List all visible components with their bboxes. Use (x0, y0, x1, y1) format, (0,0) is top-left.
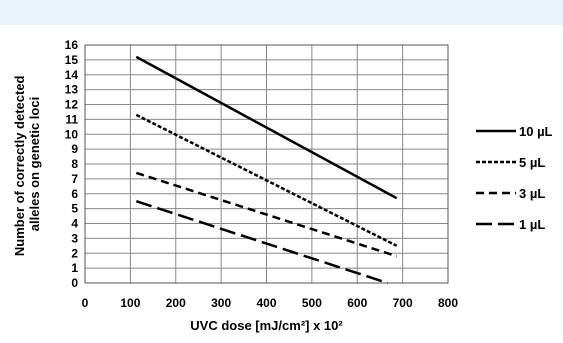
x-tick-label: 300 (211, 296, 231, 310)
x-tick-label: 0 (82, 296, 89, 310)
x-tick-label: 800 (438, 296, 458, 310)
x-tick-label: 700 (393, 296, 413, 310)
y-axis-title-line-2: alleles on genetic loci (27, 97, 42, 231)
grid (84, 44, 449, 284)
x-tick-label: 100 (120, 296, 140, 310)
y-tick-label: 11 (65, 112, 78, 126)
series-line-4 (135, 200, 389, 285)
y-tick-label: 14 (65, 68, 79, 82)
x-axis-title: UVC dose [mJ/cm²] x 10² (190, 318, 343, 333)
y-tick-label: 1 (71, 261, 78, 275)
y-tick-label: 16 (65, 38, 79, 52)
legend: 10 µL 5 µL 3 µL 1 µL (476, 124, 553, 232)
legend-label-4: 1 µL (519, 217, 545, 232)
y-tick-label: 5 (71, 202, 78, 216)
y-tick-label: 9 (71, 142, 78, 156)
series-line-3 (135, 171, 398, 258)
y-tick-label: 6 (71, 187, 78, 201)
x-tick-label: 600 (347, 296, 367, 310)
series-line-1 (135, 55, 398, 200)
header-band (0, 0, 563, 25)
y-tick-label: 2 (71, 246, 78, 260)
series-line-2 (135, 113, 398, 247)
y-tick-label: 8 (71, 157, 78, 171)
y-tick-label: 10 (65, 127, 79, 141)
y-tick-label: 0 (71, 276, 78, 290)
y-tick-label: 7 (71, 172, 78, 186)
series (135, 55, 398, 285)
legend-label-1: 10 µL (519, 124, 553, 139)
x-tick-label: 500 (302, 296, 322, 310)
y-tick-label: 13 (65, 83, 79, 97)
legend-label-2: 5 µL (519, 155, 545, 170)
plot-frame (84, 44, 449, 284)
y-tick-label: 15 (65, 53, 79, 67)
x-tick-label: 400 (256, 296, 276, 310)
y-axis-title: Number of correctly detected alleles on … (12, 72, 42, 256)
x-tick-label: 200 (166, 296, 186, 310)
y-tick-label: 12 (65, 98, 79, 112)
legend-label-3: 3 µL (519, 186, 545, 201)
y-axis-title-line-1: Number of correctly detected (12, 75, 27, 256)
y-tick-label: 3 (71, 231, 78, 245)
y-tick-label: 4 (71, 217, 78, 231)
